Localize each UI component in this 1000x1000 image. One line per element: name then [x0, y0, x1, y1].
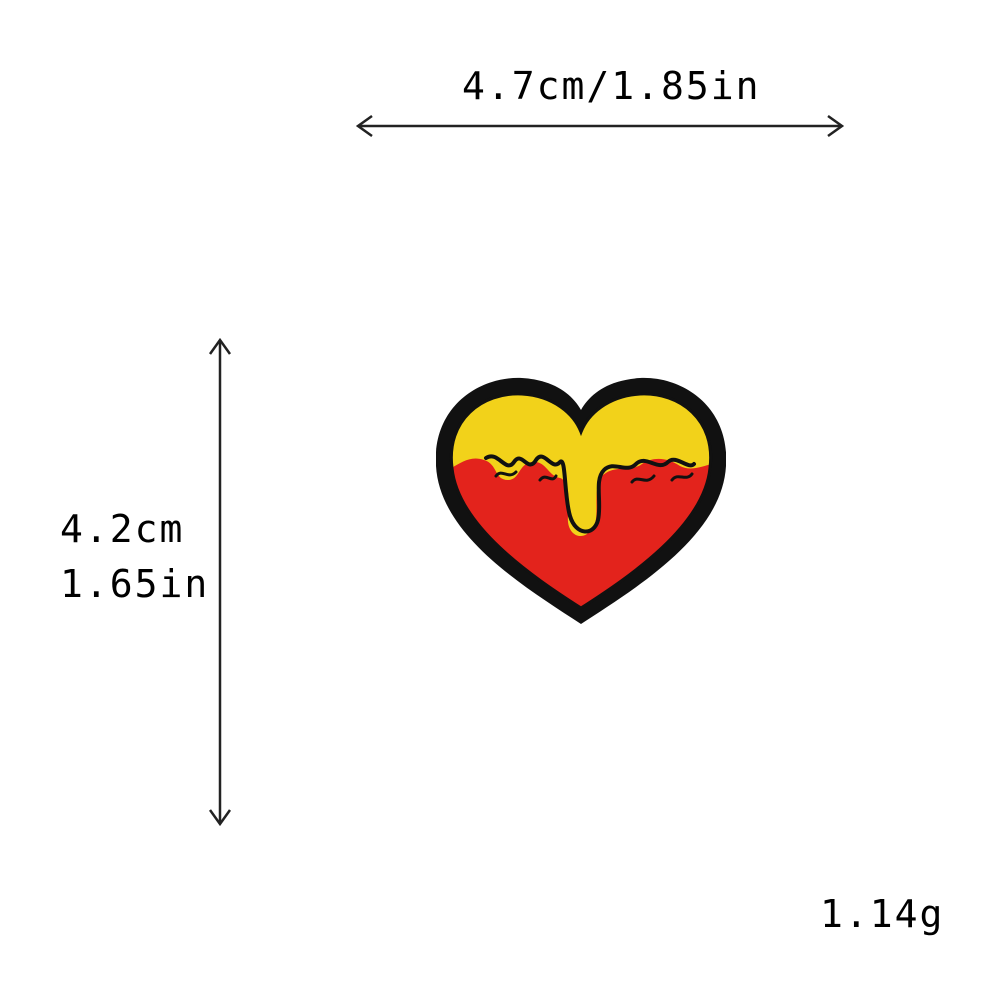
height-label-in: 1.65in: [60, 562, 210, 606]
weight-label: 1.14g: [820, 892, 945, 936]
patch-stitch-lettering: [484, 454, 696, 534]
heart-patch-image: [436, 377, 726, 624]
patch-stitch-lettering-detail: [494, 470, 694, 484]
width-label: 4.7cm/1.85in: [462, 64, 761, 108]
height-label-cm: 4.2cm: [60, 507, 185, 551]
